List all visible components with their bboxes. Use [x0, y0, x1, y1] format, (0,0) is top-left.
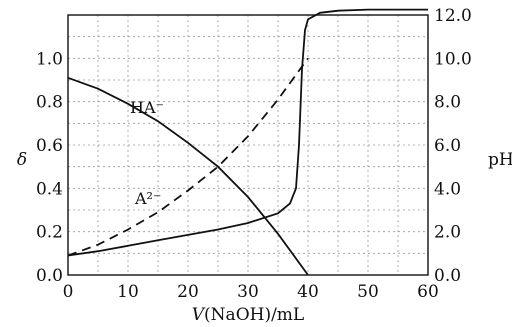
series-line-ha — [67, 76, 309, 276]
x-tick-label: 10 — [117, 282, 139, 302]
y-tick-label: 0.4 — [36, 179, 63, 199]
tick-labels: 0 10 20 30 40 50 600.00.20.40.60.81.00.02.04.0… — [36, 6, 472, 302]
y-axis-label: δ — [17, 150, 27, 170]
y-tick-label: 1.0 — [36, 49, 63, 69]
x-tick-label: 40 — [297, 282, 319, 302]
x-tick-label: 30 — [237, 282, 259, 302]
y-tick-label: 0.8 — [36, 93, 63, 113]
x-axis-label: V(NaOH)/mL — [192, 305, 304, 325]
curves — [67, 8, 428, 276]
y2-tick-label: 10.0 — [434, 49, 472, 69]
y2-tick-label: 6.0 — [434, 136, 461, 156]
x-tick-label: 60 — [417, 282, 439, 302]
y2-tick-label: 12.0 — [434, 6, 472, 26]
x-tick-label: 0 — [63, 282, 74, 302]
y2-axis-label: pH — [488, 150, 512, 170]
y-tick-label: 0.6 — [36, 136, 63, 156]
y2-tick-label: 2.0 — [434, 223, 461, 243]
series-line-a2 — [67, 57, 309, 257]
y2-tick-label: 0.0 — [434, 266, 461, 286]
plot-frame — [67, 14, 429, 276]
series-label-ha: HA⁻ — [130, 98, 164, 117]
series-label-a2: A²⁻ — [134, 189, 161, 208]
y2-tick-label: 8.0 — [434, 93, 461, 113]
x-tick-label: 50 — [357, 282, 379, 302]
series-line-ph — [67, 8, 428, 257]
y2-tick-label: 4.0 — [434, 179, 461, 199]
grid — [68, 15, 428, 275]
y-tick-label: 0.0 — [36, 266, 63, 286]
y-tick-label: 0.2 — [36, 223, 63, 243]
x-tick-label: 20 — [177, 282, 199, 302]
